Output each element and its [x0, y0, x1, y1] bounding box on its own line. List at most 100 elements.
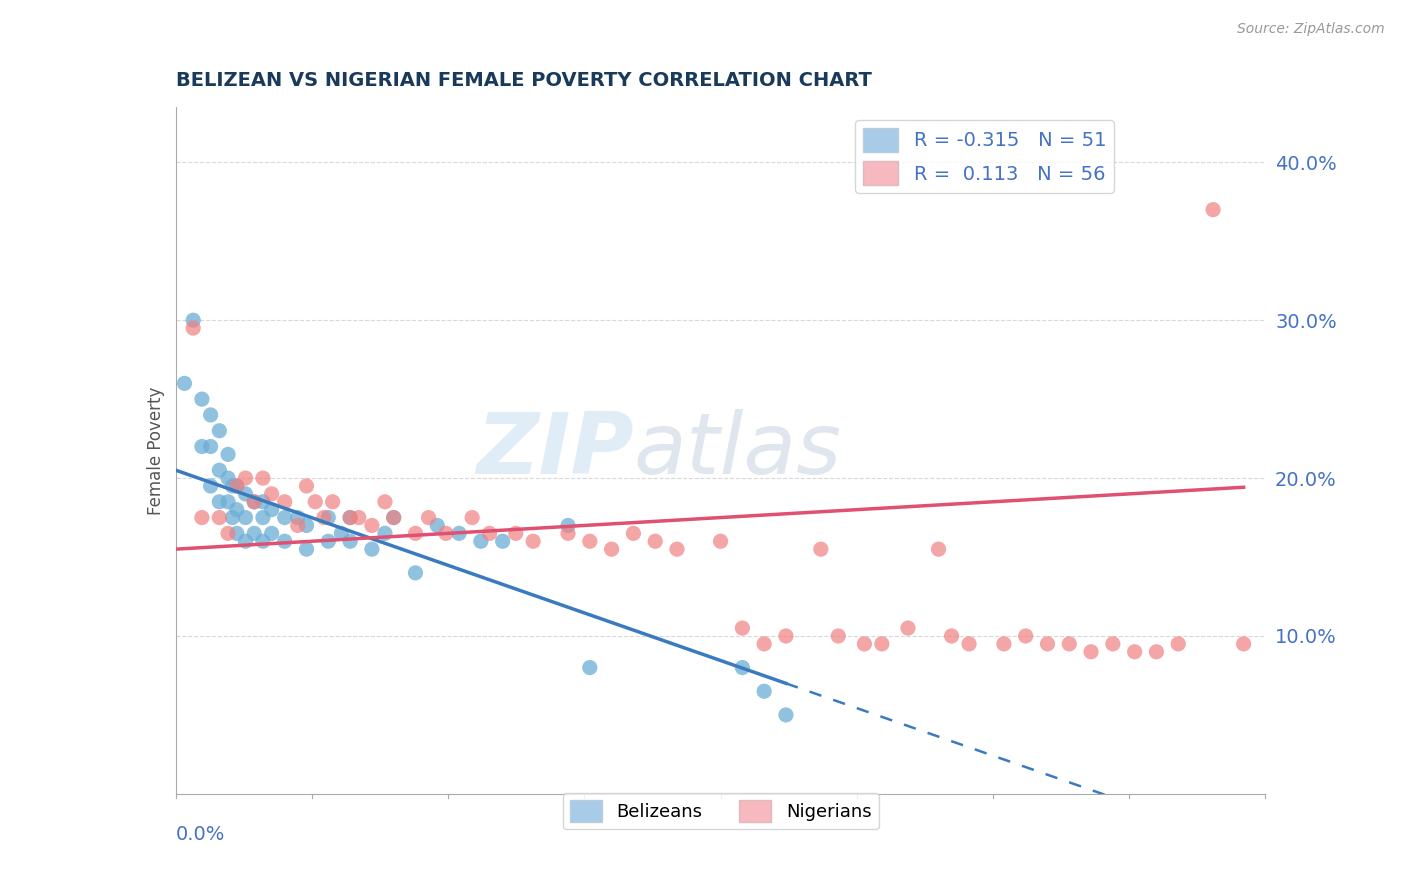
- Point: [461, 510, 484, 524]
- Point: [810, 542, 832, 557]
- Text: ZIP: ZIP: [475, 409, 633, 492]
- Point: [287, 518, 309, 533]
- Point: [260, 487, 283, 501]
- Point: [260, 526, 283, 541]
- Point: [217, 447, 239, 461]
- Point: [434, 526, 457, 541]
- Point: [318, 510, 340, 524]
- Point: [928, 542, 950, 557]
- Point: [505, 526, 527, 541]
- Point: [274, 534, 297, 549]
- Point: [304, 495, 326, 509]
- Point: [870, 637, 893, 651]
- Point: [447, 526, 470, 541]
- Point: [208, 463, 231, 477]
- Point: [181, 313, 204, 327]
- Point: [339, 510, 361, 524]
- Point: [957, 637, 980, 651]
- Point: [252, 495, 274, 509]
- Point: [260, 502, 283, 516]
- Point: [252, 534, 274, 549]
- Point: [235, 534, 257, 549]
- Point: [666, 542, 689, 557]
- Point: [557, 526, 579, 541]
- Point: [710, 534, 733, 549]
- Point: [208, 495, 231, 509]
- Point: [191, 392, 214, 406]
- Point: [897, 621, 920, 635]
- Point: [243, 526, 266, 541]
- Text: BELIZEAN VS NIGERIAN FEMALE POVERTY CORRELATION CHART: BELIZEAN VS NIGERIAN FEMALE POVERTY CORR…: [176, 71, 872, 90]
- Point: [295, 542, 318, 557]
- Point: [181, 321, 204, 335]
- Point: [243, 495, 266, 509]
- Point: [1144, 645, 1167, 659]
- Point: [235, 487, 257, 501]
- Point: [405, 526, 427, 541]
- Point: [330, 526, 353, 541]
- Point: [418, 510, 440, 524]
- Point: [374, 495, 396, 509]
- Point: [217, 471, 239, 485]
- Point: [731, 621, 754, 635]
- Point: [1080, 645, 1102, 659]
- Point: [191, 440, 214, 454]
- Point: [621, 526, 644, 541]
- Point: [339, 510, 361, 524]
- Point: [252, 471, 274, 485]
- Point: [200, 479, 222, 493]
- Point: [221, 510, 243, 524]
- Point: [492, 534, 515, 549]
- Point: [731, 660, 754, 674]
- Point: [225, 479, 247, 493]
- Point: [208, 424, 231, 438]
- Point: [827, 629, 849, 643]
- Point: [225, 479, 247, 493]
- Y-axis label: Female Poverty: Female Poverty: [146, 386, 165, 515]
- Point: [221, 479, 243, 493]
- Point: [360, 518, 382, 533]
- Point: [374, 526, 396, 541]
- Point: [405, 566, 427, 580]
- Point: [1015, 629, 1038, 643]
- Point: [200, 440, 222, 454]
- Point: [295, 479, 318, 493]
- Point: [470, 534, 492, 549]
- Point: [579, 660, 602, 674]
- Point: [1102, 637, 1125, 651]
- Point: [225, 502, 247, 516]
- Point: [1232, 637, 1256, 651]
- Text: Source: ZipAtlas.com: Source: ZipAtlas.com: [1237, 22, 1385, 37]
- Point: [754, 684, 776, 698]
- Point: [217, 526, 239, 541]
- Point: [1057, 637, 1080, 651]
- Point: [312, 510, 335, 524]
- Point: [1123, 645, 1146, 659]
- Point: [1167, 637, 1189, 651]
- Point: [243, 495, 266, 509]
- Point: [600, 542, 623, 557]
- Point: [579, 534, 602, 549]
- Point: [1202, 202, 1225, 217]
- Point: [775, 629, 797, 643]
- Point: [274, 510, 297, 524]
- Point: [225, 526, 247, 541]
- Point: [235, 510, 257, 524]
- Point: [252, 510, 274, 524]
- Point: [522, 534, 544, 549]
- Point: [941, 629, 963, 643]
- Point: [993, 637, 1015, 651]
- Point: [360, 542, 382, 557]
- Point: [208, 510, 231, 524]
- Point: [295, 518, 318, 533]
- Text: 0.0%: 0.0%: [176, 825, 225, 844]
- Point: [382, 510, 405, 524]
- Point: [274, 495, 297, 509]
- Point: [775, 707, 797, 722]
- Legend: Belizeans, Nigerians: Belizeans, Nigerians: [562, 793, 879, 830]
- Point: [322, 495, 344, 509]
- Point: [1036, 637, 1059, 651]
- Point: [557, 518, 579, 533]
- Point: [339, 534, 361, 549]
- Point: [217, 495, 239, 509]
